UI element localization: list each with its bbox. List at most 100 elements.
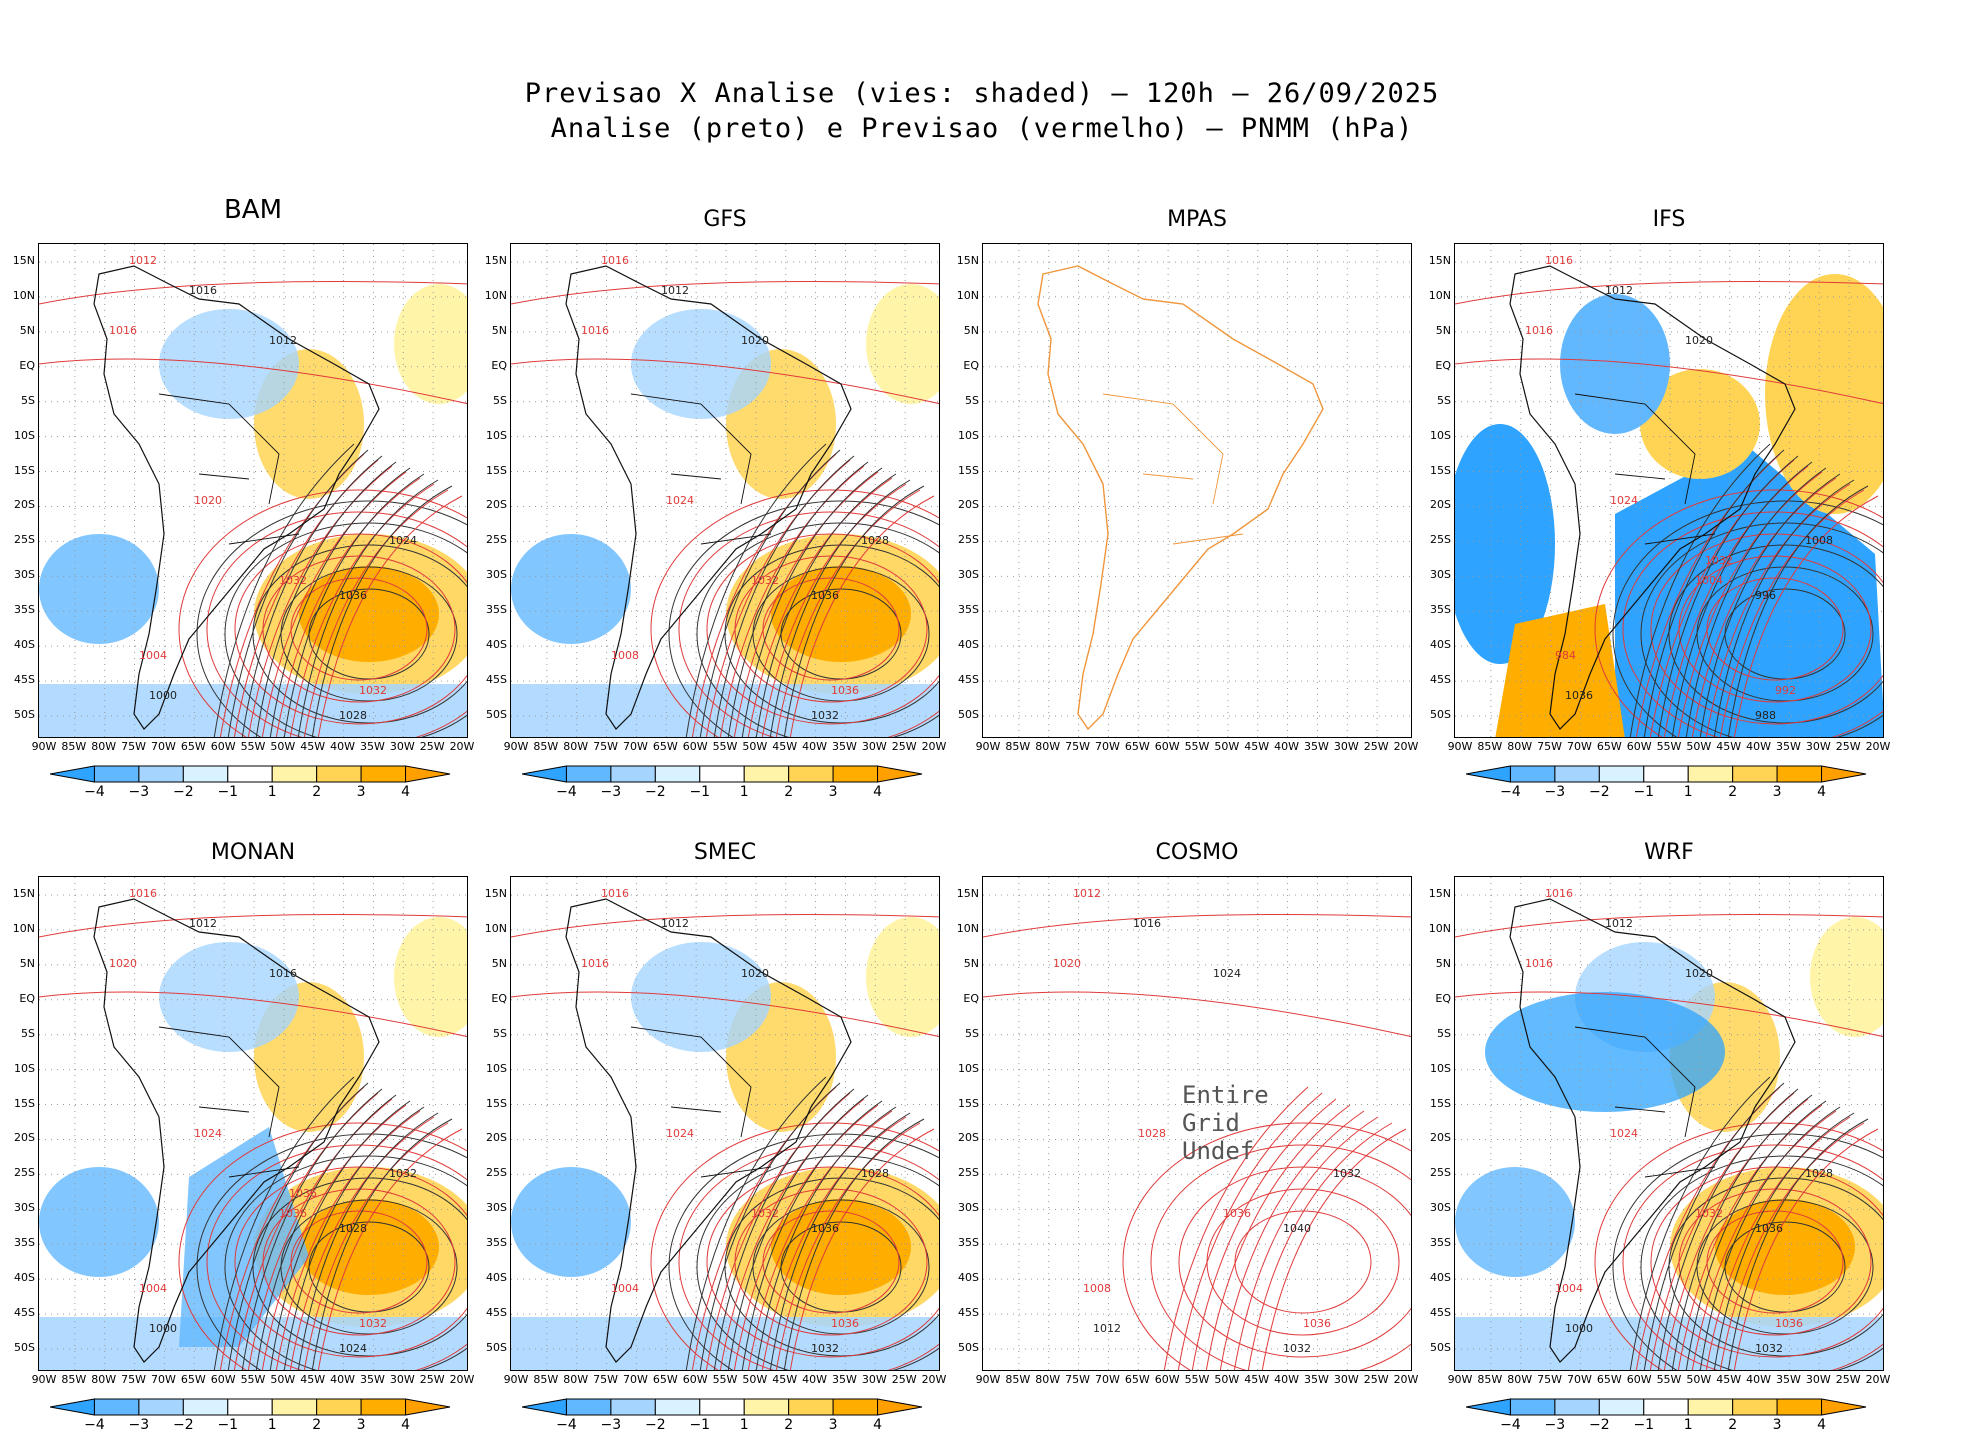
lon-tick-label: 35W <box>1775 740 1801 753</box>
negative-bias-area <box>511 1317 939 1370</box>
country-borders <box>1574 393 1716 545</box>
contour-label: 1032 <box>1695 1207 1723 1220</box>
contour-label: 988 <box>1755 709 1776 722</box>
lat-tick-label: 5N <box>491 956 507 970</box>
lon-tick-label: 65W <box>652 1373 678 1386</box>
negative-bias-area <box>511 1167 631 1277</box>
positive-bias-core <box>299 566 439 662</box>
lon-tick-label: 90W <box>1447 740 1473 753</box>
lat-tick-label: 20S <box>958 498 979 512</box>
contour-label: 1016 <box>189 284 217 297</box>
contour-label: 1024 <box>1610 1127 1638 1140</box>
colorbar-label: 3 <box>1772 1417 1782 1433</box>
lon-tick-label: 40W <box>330 740 355 753</box>
contour-label: 1036 <box>831 684 859 697</box>
lat-tick-label: 10S <box>958 428 979 442</box>
map-frame: 1016 1012 1016 1020 1024 1028 1032 1036 1036 1032… <box>510 876 940 1371</box>
lat-tick-label: 15S <box>958 463 979 477</box>
lon-tick-label: 20W <box>921 740 947 753</box>
lon-tick-label: 45W <box>1244 740 1270 753</box>
lat-tick-label: 30S <box>1430 568 1451 582</box>
lat-tick-label: 15N <box>956 254 979 267</box>
colorbar-swatch <box>1732 765 1778 783</box>
colorbar-label: −3 <box>1544 1417 1566 1433</box>
colorbar-label: 4 <box>401 1417 410 1433</box>
lat-tick-label: EQ <box>1435 991 1451 1005</box>
lat-tick-label: 10N <box>1428 288 1451 302</box>
colorbar-swatch <box>877 1398 923 1416</box>
lat-tick-label: 5S <box>493 393 507 407</box>
lat-tick-label: 45S <box>14 1306 35 1320</box>
lat-tick-label: EQ <box>19 358 35 372</box>
negative-bias-area <box>39 684 467 737</box>
contour-label: 1036 <box>831 1317 859 1330</box>
negative-bias-area <box>1485 992 1725 1112</box>
colorbar-label: 3 <box>356 1417 366 1433</box>
colorbar-swatch <box>1821 1398 1867 1416</box>
lon-tick-label: 75W <box>1537 1373 1562 1386</box>
country-borders <box>630 1026 772 1178</box>
contour-label: 1032 <box>389 1167 417 1180</box>
lon-tick-label: 40W <box>1746 1373 1771 1386</box>
lon-tick-label: 75W <box>1065 740 1090 753</box>
contour-label: 1000 <box>149 689 177 702</box>
colorbar-label: 4 <box>873 784 882 800</box>
lon-tick-label: 35W <box>831 740 857 753</box>
lon-tick-label: 80W <box>91 1373 117 1386</box>
positive-bias-core <box>771 1199 911 1295</box>
colorbar-label: 1 <box>739 1417 749 1433</box>
colorbar <box>50 1398 451 1416</box>
lon-tick-label: 35W <box>831 1373 857 1386</box>
lat-tick-label: 45S <box>486 1306 507 1320</box>
lon-tick-label: 55W <box>240 1373 266 1386</box>
lon-tick-label: 55W <box>712 1373 738 1386</box>
coastline <box>93 898 380 1363</box>
colorbar-label: −1 <box>1633 784 1655 800</box>
lat-tick-label: 45S <box>958 673 979 687</box>
lat-tick-label: 50S <box>958 1341 979 1354</box>
coastline <box>1509 265 1796 730</box>
contour-label: 1032 <box>279 574 307 587</box>
positive-bias-core <box>299 1199 439 1295</box>
lon-tick-label: 65W <box>652 740 678 753</box>
panel-title: SMEC <box>693 840 757 865</box>
lat-tick-label: 25S <box>958 533 979 547</box>
lat-tick-label: 5N <box>19 323 35 337</box>
lat-tick-label: 5S <box>493 1026 507 1040</box>
lon-tick-label: 75W <box>593 740 618 753</box>
colorbar-label: 2 <box>1728 1417 1738 1433</box>
colorbar-label: −3 <box>600 784 622 800</box>
lat-tick-label: 40S <box>14 1271 35 1285</box>
colorbar-label: −4 <box>556 784 577 800</box>
lat-tick-label: 45S <box>1430 673 1451 687</box>
colorbar-label: −2 <box>173 784 194 800</box>
negative-bias-area <box>1455 1317 1883 1370</box>
lon-tick-label: 60W <box>1626 1373 1652 1386</box>
isobar-contours <box>39 281 467 737</box>
colorbar-label: 3 <box>1772 784 1782 800</box>
contour-label: 1028 <box>339 709 367 722</box>
colorbar-label: 2 <box>1728 784 1738 800</box>
lon-tick-label: 65W <box>180 740 206 753</box>
contour-label: 1032 <box>811 709 839 722</box>
colorbar-swatch <box>1776 765 1823 783</box>
lat-tick-label: 10S <box>486 1061 507 1075</box>
lon-tick-label: 35W <box>1775 1373 1801 1386</box>
colorbar-swatch <box>877 765 923 783</box>
lon-tick-label: 40W <box>1746 740 1771 753</box>
coastline <box>1037 265 1324 731</box>
lat-tick-label: 20S <box>1430 1131 1451 1145</box>
contour-label: 1032 <box>1333 1167 1361 1180</box>
colorbar-swatch <box>1466 765 1511 783</box>
lat-tick-label: 30S <box>958 568 979 582</box>
lon-tick-label: 75W <box>593 1373 618 1386</box>
lon-tick-label: 50W <box>742 1373 768 1386</box>
contour-label: 1032 <box>359 684 387 697</box>
map-canvas: 1012 1016 1016 1012 1020 1024 1032 1036 1032 1028… <box>39 244 467 737</box>
colorbar-swatch <box>699 765 745 783</box>
lon-tick-label: 70W <box>622 740 648 753</box>
lon-tick-label: 40W <box>1274 1373 1299 1386</box>
lon-tick-label: 60W <box>210 1373 236 1386</box>
undefined-grid-message: Entire Grid Undef <box>1182 1081 1269 1165</box>
map-frame: 1012 1016 1016 1012 1020 1024 1032 1036 1032 1028… <box>38 243 468 738</box>
